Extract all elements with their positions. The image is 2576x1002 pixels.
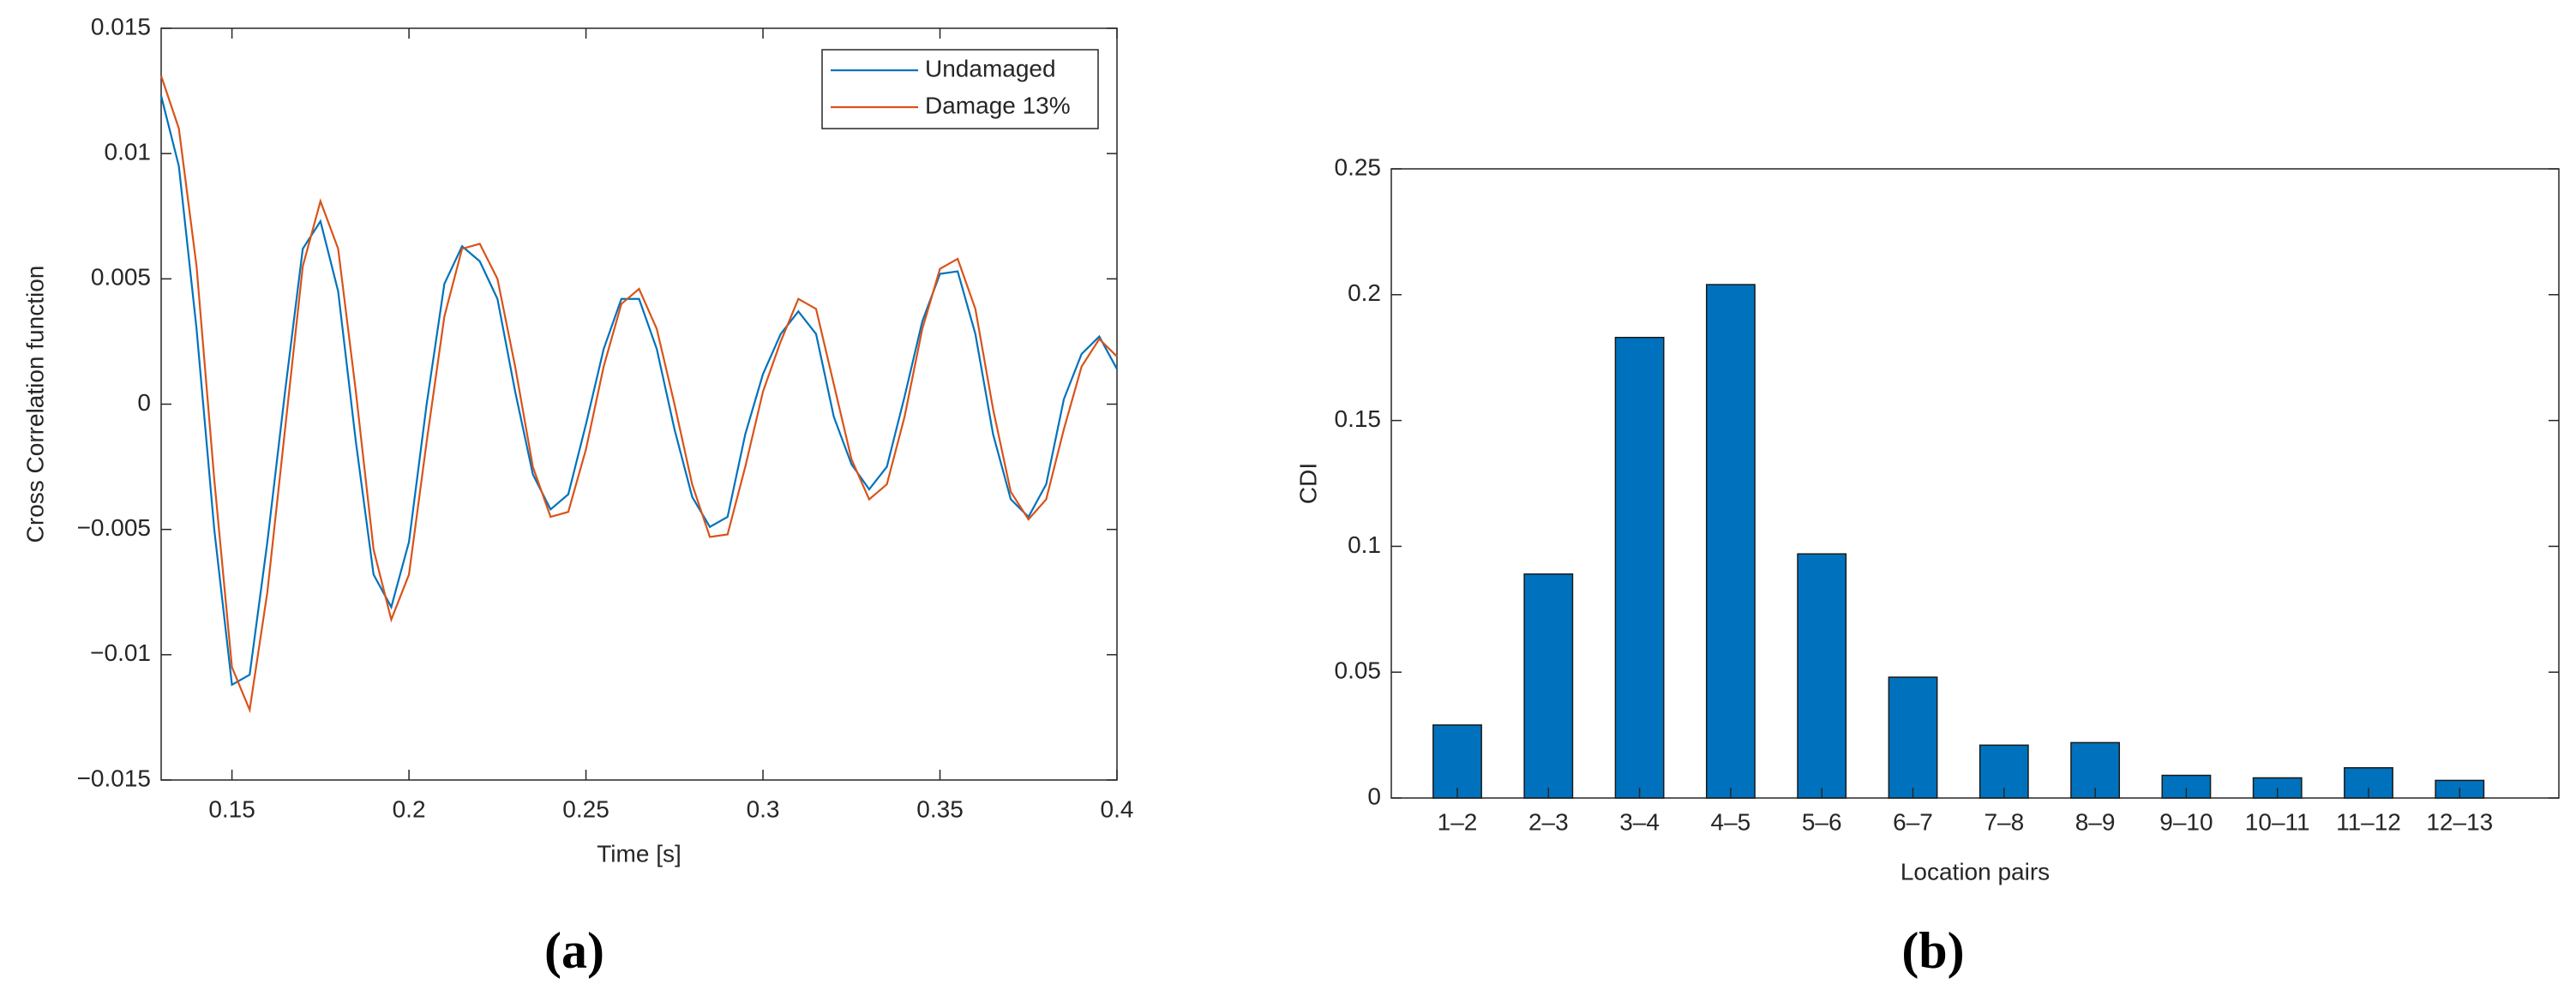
x-tick-label: 0.35 — [916, 795, 964, 822]
x-tick-label: 0.15 — [208, 795, 255, 822]
x-tick-label: 3–4 — [1619, 808, 1660, 835]
bar — [1432, 724, 1482, 799]
bar — [1614, 336, 1665, 799]
legend-label: Damage 13% — [925, 92, 1071, 118]
x-tick-label: 7–8 — [1984, 808, 2024, 835]
x-tick-label: 4–5 — [1711, 808, 1751, 835]
series-line — [159, 75, 1118, 714]
y-axis-label: CDI — [1294, 463, 1321, 504]
panel-label: (a) — [544, 922, 604, 979]
x-tick-label: 5–6 — [1802, 808, 1842, 835]
y-tick-label: 0 — [1367, 783, 1381, 809]
bar — [1523, 573, 1574, 799]
bar — [1797, 553, 1847, 799]
y-tick-label: 0 — [137, 389, 151, 416]
y-tick-label: 0.005 — [91, 264, 151, 291]
panel-label: (b) — [1901, 922, 1964, 979]
x-tick-label: 10–11 — [2245, 808, 2310, 835]
x-tick-label: 11–12 — [2336, 808, 2401, 835]
x-axis-label: Time [s] — [597, 840, 682, 867]
x-tick-label: 8–9 — [2075, 808, 2116, 835]
legend-label: Undamaged — [925, 55, 1056, 81]
plot-area — [160, 27, 1118, 781]
series-line — [159, 95, 1118, 687]
x-tick-label: 0.2 — [393, 795, 426, 822]
y-tick-label: 0.05 — [1335, 657, 1382, 684]
y-tick-label: 0.15 — [1335, 405, 1382, 432]
x-tick-label: 0.25 — [562, 795, 609, 822]
x-tick-label: 1–2 — [1438, 808, 1478, 835]
bar — [1888, 676, 1938, 799]
y-tick-label: 0.25 — [1335, 153, 1382, 180]
y-tick-label: 0.015 — [91, 13, 151, 39]
y-tick-label: −0.015 — [77, 765, 151, 791]
y-tick-label: 0.01 — [105, 139, 152, 165]
x-tick-label: 6–7 — [1893, 808, 1933, 835]
x-tick-label: 0.3 — [747, 795, 780, 822]
x-tick-label: 12–13 — [2426, 808, 2493, 835]
plot-area — [1390, 168, 2560, 799]
y-tick-label: 0.2 — [1348, 279, 1381, 306]
y-tick-label: 0.1 — [1348, 531, 1381, 558]
bar — [1705, 284, 1756, 799]
x-tick-label: 2–3 — [1528, 808, 1569, 835]
x-tick-label: 0.4 — [1101, 795, 1134, 822]
x-tick-label: 9–10 — [2159, 808, 2213, 835]
y-tick-label: −0.01 — [90, 639, 151, 666]
y-axis-label: Cross Correlation function — [21, 266, 48, 543]
x-axis-label: Location pairs — [1900, 858, 2050, 885]
legend-box — [821, 49, 1099, 129]
y-tick-label: −0.005 — [77, 514, 151, 541]
